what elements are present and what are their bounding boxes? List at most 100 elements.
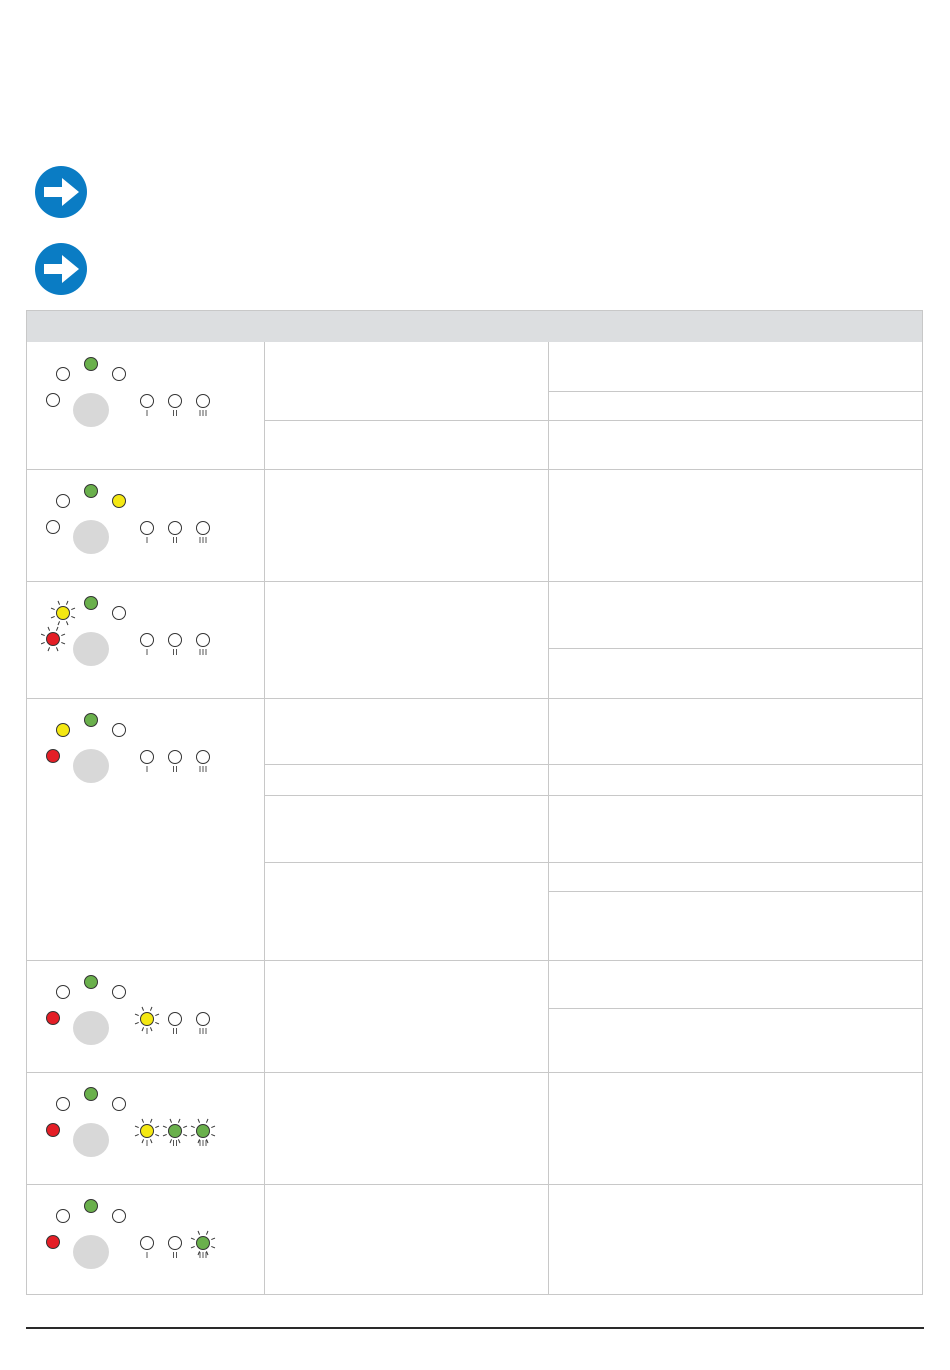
power-button xyxy=(73,749,109,783)
cause-cell xyxy=(265,1072,548,1184)
led-top-center xyxy=(84,713,98,727)
cell-divider xyxy=(549,648,922,649)
led-mode-2 xyxy=(168,633,182,647)
power-button xyxy=(73,393,109,427)
cell-divider xyxy=(549,1008,922,1009)
led-top-left xyxy=(56,985,70,999)
action-cell xyxy=(549,764,922,795)
led-mode-3 xyxy=(190,1118,216,1144)
led-mode-1 xyxy=(140,750,154,764)
led-panel xyxy=(46,713,210,783)
arrow-right-icon xyxy=(35,166,87,218)
power-button xyxy=(73,1123,109,1157)
action-cell xyxy=(549,342,922,391)
cell-divider xyxy=(549,862,922,863)
led-top-center xyxy=(84,1199,98,1213)
table-header xyxy=(27,311,922,342)
led-panel xyxy=(46,975,210,1045)
mode-2-mark xyxy=(173,537,177,543)
led-top-left xyxy=(56,494,70,508)
led-mode-2 xyxy=(168,1012,182,1026)
row-divider xyxy=(27,1072,922,1073)
mode-2-mark xyxy=(173,410,177,416)
cause-cell xyxy=(265,764,548,795)
action-cell xyxy=(549,960,922,1008)
led-top-left xyxy=(56,1097,70,1111)
led-left xyxy=(46,393,60,407)
led-mode-2 xyxy=(168,1236,182,1250)
mode-3-mark xyxy=(199,410,207,416)
led-mode-1 xyxy=(134,1006,160,1032)
led-panel xyxy=(46,357,210,427)
power-button xyxy=(73,1235,109,1269)
led-mode-3 xyxy=(196,394,210,408)
led-status-table xyxy=(26,310,923,1295)
cause-cell xyxy=(265,698,548,764)
led-left xyxy=(46,1011,60,1025)
led-top-right xyxy=(112,1209,126,1223)
led-left xyxy=(41,626,66,652)
led-mode-2 xyxy=(168,750,182,764)
led-mode-2 xyxy=(168,394,182,408)
led-mode-1 xyxy=(140,633,154,647)
mode-3-mark xyxy=(199,1028,207,1034)
led-left xyxy=(46,1235,60,1249)
action-cell xyxy=(549,795,922,862)
row-divider xyxy=(27,469,922,470)
led-top-center xyxy=(84,1087,98,1101)
cell-divider xyxy=(549,764,922,765)
mode-3-mark xyxy=(199,766,207,772)
led-top-center xyxy=(84,975,98,989)
action-cell xyxy=(549,1008,922,1072)
cause-cell xyxy=(265,960,548,1072)
led-mode-1 xyxy=(140,521,154,535)
led-top-right xyxy=(112,494,126,508)
cause-cell xyxy=(265,469,548,581)
mode-2-mark xyxy=(173,766,177,772)
cell-divider xyxy=(549,391,922,392)
led-top-left xyxy=(56,367,70,381)
cell-divider xyxy=(265,764,548,765)
cause-cell xyxy=(265,862,548,960)
mode-2-mark xyxy=(173,1028,177,1034)
mode-2-mark xyxy=(173,1140,177,1146)
mode-2-mark xyxy=(173,1252,177,1258)
led-panel xyxy=(46,1199,216,1269)
led-mode-3 xyxy=(196,521,210,535)
led-top-right xyxy=(112,606,126,620)
led-top-left xyxy=(56,1209,70,1223)
led-mode-1 xyxy=(140,394,154,408)
led-panel xyxy=(41,596,210,666)
footer-rule xyxy=(26,1327,924,1329)
led-top-right xyxy=(112,985,126,999)
row-divider xyxy=(27,581,922,582)
led-top-center xyxy=(84,357,98,371)
arrow-right-icon xyxy=(35,243,87,295)
led-mode-2 xyxy=(162,1118,188,1144)
cause-cell xyxy=(265,342,548,420)
led-mode-2 xyxy=(168,521,182,535)
led-top-right xyxy=(112,367,126,381)
mode-3-mark xyxy=(199,649,207,655)
cell-divider xyxy=(549,795,922,796)
action-cell xyxy=(549,1184,922,1295)
led-top-center xyxy=(84,596,98,610)
cell-divider xyxy=(265,420,548,421)
led-top-right xyxy=(112,1097,126,1111)
led-top-left xyxy=(56,723,70,737)
cell-divider xyxy=(265,795,548,796)
row-divider xyxy=(27,960,922,961)
action-cell xyxy=(549,862,922,891)
action-cell xyxy=(549,469,922,581)
action-cell xyxy=(549,648,922,698)
action-cell xyxy=(549,581,922,648)
led-mode-1 xyxy=(140,1236,154,1250)
cause-cell xyxy=(265,795,548,862)
mode-3-mark xyxy=(199,537,207,543)
column-divider xyxy=(548,342,549,1295)
led-mode-3 xyxy=(190,1230,216,1256)
led-top-right xyxy=(112,723,126,737)
led-left xyxy=(46,1123,60,1137)
power-button xyxy=(73,632,109,666)
led-panel xyxy=(46,484,210,554)
